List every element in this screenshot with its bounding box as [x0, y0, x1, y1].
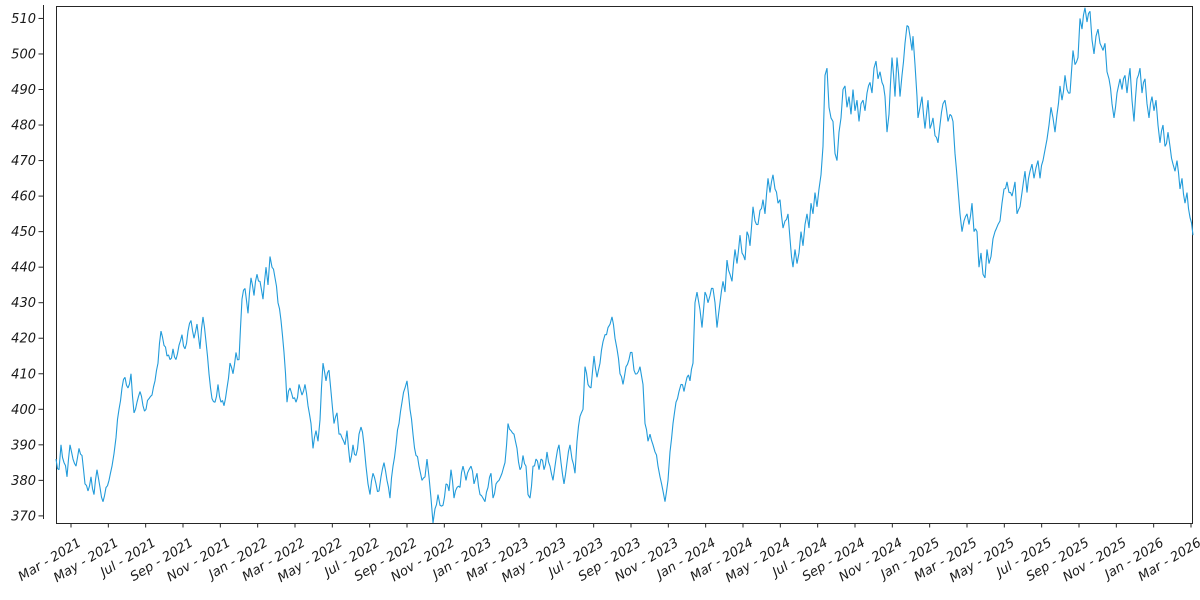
y-tick-label: 440 [11, 261, 36, 276]
y-tick-label: 420 [11, 332, 36, 347]
y-tick-label: 480 [11, 119, 36, 134]
y-tick-label: 410 [11, 367, 36, 382]
y-tick-label: 510 [11, 12, 36, 27]
y-tick-label: 390 [11, 438, 36, 453]
y-tick-label: 380 [11, 474, 36, 489]
series-line [55, 7, 1194, 524]
plot-area-frame [56, 6, 1193, 524]
y-tick-label: 450 [11, 225, 36, 240]
y-tick-label: 370 [11, 509, 36, 524]
y-tick-label: 400 [11, 403, 36, 418]
y-tick-label: 430 [11, 296, 36, 311]
y-tick-label: 470 [11, 154, 36, 169]
y-tick-label: 460 [11, 190, 36, 205]
y-tick-label: 490 [11, 83, 36, 98]
y-tick-label: 500 [11, 47, 36, 62]
